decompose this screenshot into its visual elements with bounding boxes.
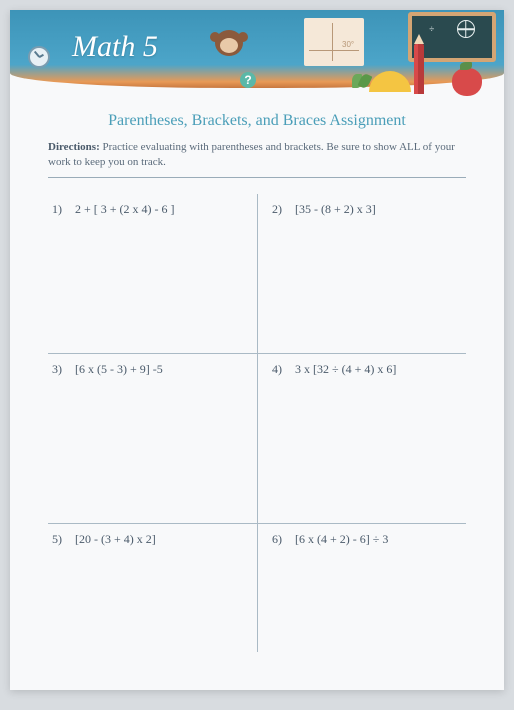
monkey-icon — [208, 28, 250, 70]
apple-icon — [452, 68, 482, 96]
directions-body: Practice evaluating with parentheses and… — [48, 141, 455, 168]
problem-number: 5) — [52, 532, 72, 547]
problem-1: 1) 2 + [ 3 + (2 x 4) - 6 ] — [48, 194, 257, 354]
pencil-icon — [414, 44, 424, 94]
problem-expression: [6 x (5 - 3) + 9] -5 — [75, 362, 163, 376]
problem-2: 2) [35 - (8 + 2) x 3] — [257, 194, 466, 354]
directions-label: Directions: — [48, 141, 100, 153]
problem-number: 3) — [52, 362, 72, 377]
course-title: Math 5 — [72, 30, 158, 64]
problem-expression: 2 + [ 3 + (2 x 4) - 6 ] — [75, 202, 175, 216]
problem-expression: [35 - (8 + 2) x 3] — [295, 202, 376, 216]
worksheet-content: Parentheses, Brackets, and Braces Assign… — [10, 88, 504, 662]
problem-number: 6) — [272, 532, 292, 547]
chalk-divide: ÷ — [429, 24, 434, 34]
header-decorations: 30° ÷ — [284, 10, 504, 88]
problem-6: 6) [6 x (4 + 2) - 6] ÷ 3 — [257, 524, 466, 652]
problems-grid: 1) 2 + [ 3 + (2 x 4) - 6 ] 2) [35 - (8 +… — [48, 194, 466, 652]
problem-expression: 3 x [32 ÷ (4 + 4) x 6] — [295, 362, 396, 376]
problem-number: 4) — [272, 362, 292, 377]
assignment-title: Parentheses, Brackets, and Braces Assign… — [48, 112, 466, 130]
question-mark-icon: ? — [240, 72, 256, 88]
angle-label: 30° — [342, 40, 354, 49]
chalk-circle-icon — [457, 20, 475, 38]
problem-number: 1) — [52, 202, 72, 217]
directions-text: Directions: Practice evaluating with par… — [48, 140, 466, 171]
graph-paper-icon: 30° — [304, 18, 364, 66]
problem-expression: [6 x (4 + 2) - 6] ÷ 3 — [295, 532, 388, 546]
worksheet-page: Math 5 ? 30° ÷ — [10, 10, 504, 690]
divider — [48, 177, 466, 178]
problem-5: 5) [20 - (3 + 4) x 2] — [48, 524, 257, 652]
protractor-icon — [369, 71, 411, 92]
header-banner: Math 5 ? 30° ÷ — [10, 10, 504, 88]
clock-icon — [28, 46, 50, 68]
problem-4: 4) 3 x [32 ÷ (4 + 4) x 6] — [257, 354, 466, 524]
problem-number: 2) — [272, 202, 292, 217]
problem-3: 3) [6 x (5 - 3) + 9] -5 — [48, 354, 257, 524]
problem-expression: [20 - (3 + 4) x 2] — [75, 532, 156, 546]
